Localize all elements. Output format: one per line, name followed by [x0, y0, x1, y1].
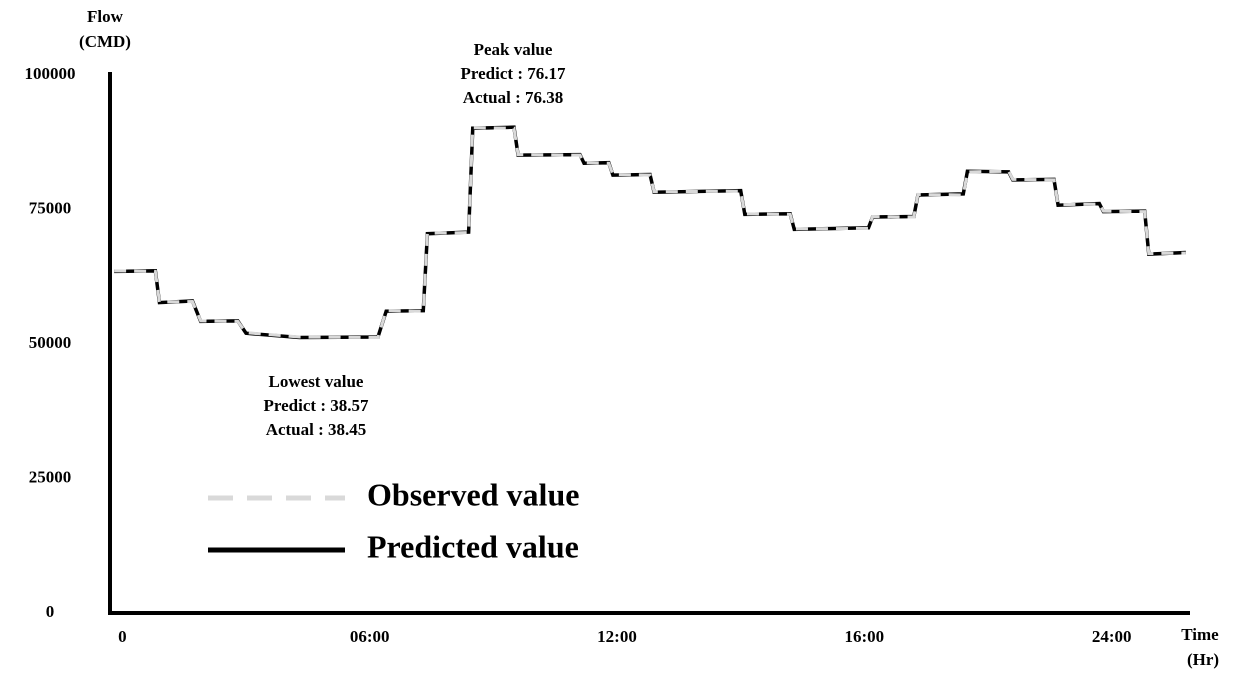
y-axis-label: (CMD): [79, 32, 131, 51]
annotation: Actual : 38.45: [266, 420, 367, 439]
annotation: Predict : 38.57: [264, 396, 369, 415]
y-tick-label: 25000: [29, 467, 72, 486]
annotation: Lowest value: [269, 372, 364, 391]
legend-label: Predicted value: [367, 528, 579, 564]
series-line: [114, 126, 1186, 340]
y-axis-label: Flow: [87, 7, 124, 26]
y-tick-label: 100000: [25, 64, 76, 83]
annotation: Actual : 76.38: [463, 88, 564, 107]
annotation: Peak value: [474, 40, 553, 59]
x-tick-label: 24:00: [1092, 627, 1132, 646]
x-axis-label: Time: [1181, 625, 1219, 644]
x-tick-label: 12:00: [597, 627, 637, 646]
x-tick-label: 0: [118, 627, 127, 646]
x-tick-label: 16:00: [845, 627, 885, 646]
y-tick-label: 0: [46, 602, 55, 621]
series-line: [114, 125, 1186, 340]
x-tick-label: 06:00: [350, 627, 390, 646]
y-tick-label: 75000: [29, 198, 72, 217]
legend-label: Observed value: [367, 476, 579, 512]
y-tick-label: 50000: [29, 333, 72, 352]
x-axis-label: (Hr): [1187, 650, 1219, 669]
annotation: Predict : 76.17: [461, 64, 566, 83]
